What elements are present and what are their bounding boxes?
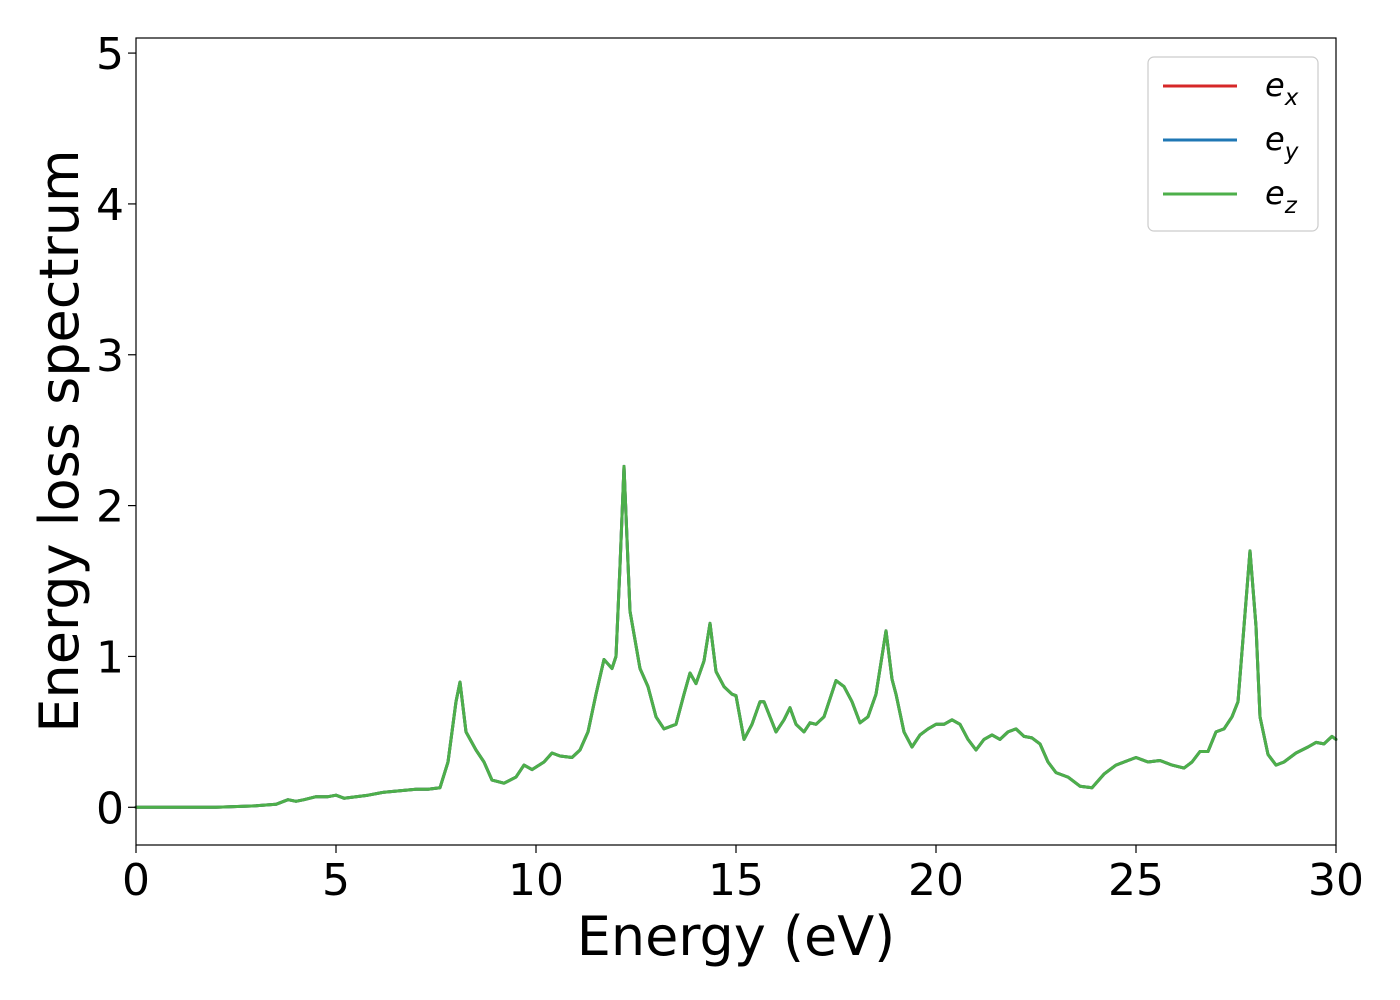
y-tick-label: 0 [96, 783, 124, 834]
y-tick-label: 3 [96, 331, 124, 382]
legend-box [1147, 56, 1319, 232]
x-axis-label: Energy (eV) [577, 905, 896, 968]
x-tick-label: 25 [1108, 855, 1164, 906]
y-tick-label: 4 [96, 180, 124, 231]
legend-label-y: ey [1265, 120, 1299, 165]
legend: ex ey ez [1147, 56, 1319, 232]
series-layer [134, 464, 1338, 809]
x-tick-label: 30 [1308, 855, 1364, 906]
y-axis-label: Energy loss spectrum [28, 149, 91, 732]
series-line-z [134, 464, 1338, 809]
x-tick-label: 20 [908, 855, 964, 906]
x-tick-label: 5 [322, 855, 350, 906]
y-axis-ticks: 0 1 2 3 4 5 [96, 29, 136, 834]
legend-label-z: ez [1265, 174, 1298, 219]
y-tick-label: 2 [96, 482, 124, 533]
x-tick-label: 10 [508, 855, 564, 906]
x-tick-label: 15 [708, 855, 764, 906]
y-tick-label: 5 [96, 29, 124, 80]
legend-label-x: ex [1265, 66, 1299, 111]
x-tick-label: 0 [122, 855, 150, 906]
x-axis-ticks: 0 5 10 15 20 25 30 [122, 845, 1364, 906]
y-tick-label: 1 [96, 632, 124, 683]
